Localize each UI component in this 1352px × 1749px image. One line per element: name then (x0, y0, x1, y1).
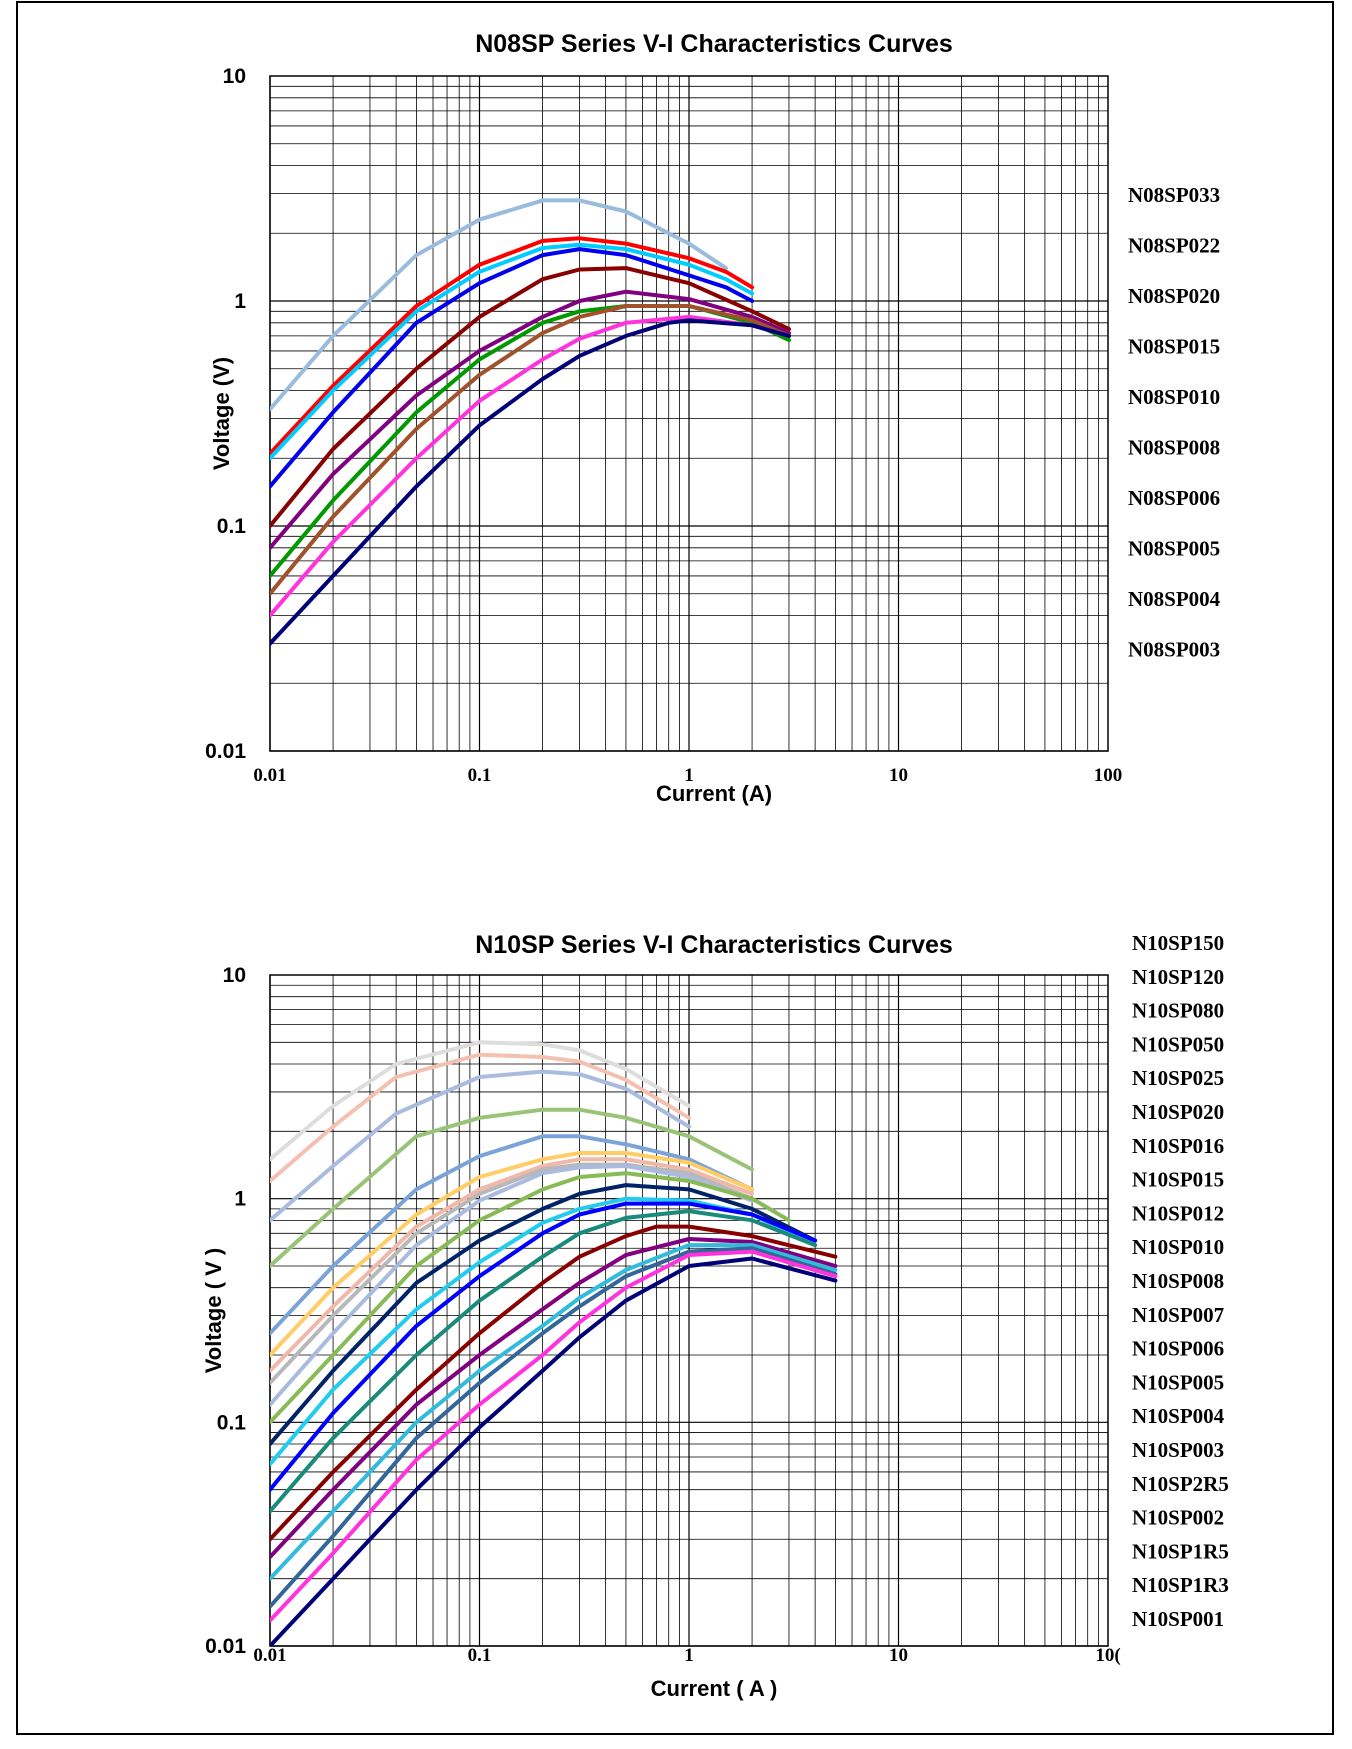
series-label: N10SP007 (1132, 1303, 1224, 1327)
series-line (270, 247, 755, 489)
series-label: N10SP1R5 (1132, 1539, 1229, 1563)
series-line (270, 1162, 755, 1385)
series-line (270, 1209, 818, 1514)
series-line (270, 1052, 691, 1183)
y-tick-label: 10 (223, 65, 246, 88)
series-line (270, 1171, 791, 1425)
series-line (270, 314, 791, 618)
x-tick-label: 1 (684, 1645, 694, 1666)
series-label: N10SP1R3 (1132, 1573, 1229, 1597)
series-line (270, 289, 791, 550)
series-label: N10SP015 (1132, 1168, 1224, 1192)
series-label: N10SP006 (1132, 1337, 1224, 1361)
x-axis-title: Current ( A ) (651, 1676, 778, 1701)
series-line (270, 198, 728, 412)
series-line (270, 1107, 755, 1268)
x-tick-label: 1 (684, 765, 694, 786)
series-line (270, 266, 791, 528)
x-axis-title: Current (A) (656, 781, 772, 806)
series-line (270, 1183, 818, 1446)
series-label: N10SP120 (1132, 965, 1224, 989)
series-line (270, 1246, 838, 1609)
series-label: N08SP022 (1128, 234, 1220, 258)
y-tick-label: 1 (234, 290, 246, 313)
series-label: N10SP010 (1132, 1235, 1224, 1259)
x-tick-label: 0.01 (253, 1645, 286, 1666)
x-tick-label: 10 (889, 765, 908, 786)
chart-panel-n10sp (16, 880, 1334, 1735)
series-line (270, 236, 755, 456)
chart-title: N10SP Series V-I Characteristics Curves (475, 931, 953, 959)
series-line (270, 1134, 755, 1336)
series-label: N08SP033 (1128, 183, 1220, 207)
series-line (270, 1069, 691, 1223)
y-tick-label: 1 (234, 1188, 246, 1211)
series-group (270, 1040, 838, 1646)
series-label: N08SP008 (1128, 436, 1220, 460)
series-label: N08SP020 (1128, 284, 1220, 308)
plot-border (269, 75, 1109, 752)
series-label: N08SP010 (1128, 385, 1220, 409)
series-label: N10SP008 (1132, 1269, 1224, 1293)
series-label: N10SP001 (1132, 1607, 1224, 1631)
series-line (270, 1151, 755, 1357)
n08sp-vi-chart: 0.01 0.1 1 10 100 0.01 0.1 1 10 N08SP Series V-I … (205, 30, 1221, 806)
y-tick-label: 0.1 (217, 515, 247, 538)
x-tick-label: 100 (1094, 765, 1123, 786)
y-tick-label: 0.01 (205, 740, 246, 763)
y-axis-title: Voltage (V) (209, 357, 234, 470)
series-line (270, 318, 791, 646)
series-label: N08SP005 (1128, 537, 1220, 561)
series-group (270, 198, 791, 646)
series-line (270, 242, 755, 461)
series-label: N08SP006 (1128, 486, 1220, 510)
series-label: N10SP016 (1132, 1134, 1224, 1158)
chart-title: N08SP Series V-I Characteristics Curves (475, 30, 953, 58)
chart-panel-n08sp (16, 1, 1334, 882)
y-tick-label: 0.01 (205, 1635, 246, 1658)
series-line (270, 1243, 838, 1581)
series-line (270, 1237, 838, 1559)
x-tick-label: 10 (889, 1645, 908, 1666)
n10sp-vi-chart: 0.01 0.1 1 10 10( 0.01 0.1 1 10 N10SP Series V-I … (201, 931, 1229, 1701)
series-label: N08SP004 (1128, 587, 1221, 611)
series-line (270, 1157, 755, 1373)
series-label: N10SP050 (1132, 1032, 1224, 1056)
series-label: N10SP003 (1132, 1438, 1224, 1462)
series-label: N08SP015 (1128, 335, 1220, 359)
series-line (270, 304, 791, 596)
y-tick-label: 10 (223, 964, 246, 987)
x-tick-label: 10( (1095, 1645, 1120, 1666)
series-label: N10SP004 (1132, 1404, 1225, 1428)
y-tick-label: 0.1 (217, 1411, 247, 1434)
series-label: N10SP2R5 (1132, 1472, 1229, 1496)
plot-border (269, 974, 1109, 1647)
y-axis-title: Voltage ( V ) (201, 1248, 226, 1374)
series-label: N10SP012 (1132, 1201, 1224, 1225)
x-tick-label: 0.1 (468, 1645, 492, 1666)
series-label: N10SP002 (1132, 1506, 1224, 1530)
series-line (270, 1164, 755, 1407)
series-label: N10SP150 (1132, 931, 1224, 955)
series-line (270, 1224, 838, 1542)
series-line (270, 1249, 838, 1623)
x-tick-label: 0.01 (253, 765, 286, 786)
series-line (270, 304, 791, 578)
series-label: N08SP003 (1128, 638, 1220, 662)
series-label: N10SP020 (1132, 1100, 1224, 1124)
series-label: N10SP005 (1132, 1370, 1224, 1394)
x-tick-label: 0.1 (468, 765, 492, 786)
series-line (270, 1040, 691, 1162)
series-label: N10SP025 (1132, 1066, 1224, 1090)
series-label: N10SP080 (1132, 999, 1224, 1023)
series-line (270, 1201, 818, 1492)
series-line (270, 1256, 838, 1646)
